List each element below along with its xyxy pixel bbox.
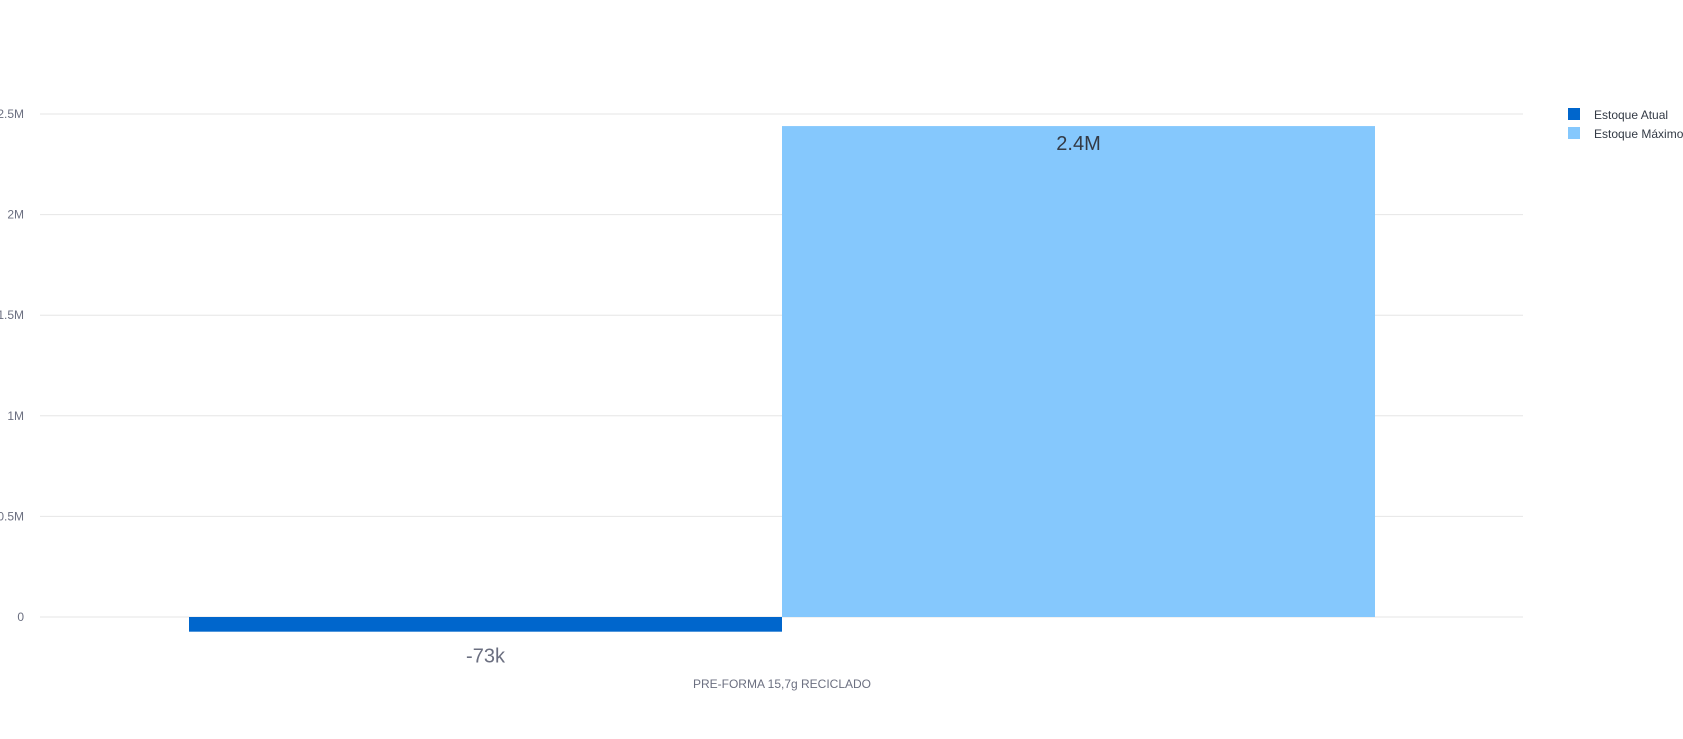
y-tick-label: 0.5M	[0, 509, 24, 523]
bar-estoque-atual	[189, 617, 782, 632]
y-tick-label: 2.5M	[0, 107, 24, 121]
legend-swatch	[1568, 108, 1580, 120]
legend-label: Estoque Máximo	[1594, 127, 1683, 141]
legend-label: Estoque Atual	[1594, 108, 1668, 122]
data-label: 2.4M	[1056, 133, 1100, 155]
legend-swatch	[1568, 127, 1580, 139]
x-axis-categories: PRE-FORMA 15,7g RECICLADO	[693, 677, 871, 691]
y-tick-label: 0	[17, 610, 24, 624]
y-axis-ticks: 0 0.5M 1M 1.5M 2M 2.5M	[0, 107, 24, 624]
y-tick-label: 2M	[7, 208, 24, 222]
legend: Estoque Atual Estoque Máximo	[1568, 108, 1683, 141]
data-label: -73k	[466, 646, 506, 668]
bar-estoque-m-ximo	[782, 126, 1375, 618]
x-category-label: PRE-FORMA 15,7g RECICLADO	[693, 677, 871, 691]
y-tick-label: 1M	[7, 409, 24, 423]
y-tick-label: 1.5M	[0, 308, 24, 322]
data-labels: -73k 2.4M	[466, 133, 1101, 668]
bars	[189, 126, 1375, 632]
